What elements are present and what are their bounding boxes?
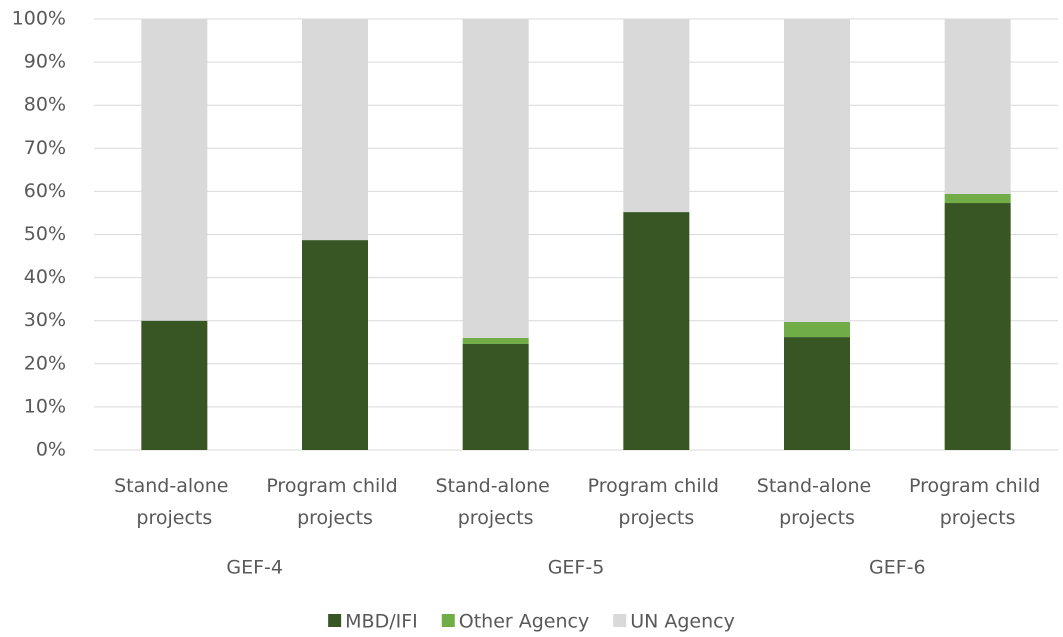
bar-segment: [462, 337, 529, 344]
x-tick-label: Program child projects: [909, 475, 1046, 529]
y-tick-label: 0%: [36, 439, 66, 461]
y-tick-label: 20%: [24, 352, 66, 374]
bar-segment: [623, 212, 690, 450]
y-tick-label: 90%: [24, 51, 66, 73]
bar-segment: [784, 321, 850, 338]
legend-swatch: [441, 614, 455, 627]
y-tick-label: 80%: [24, 94, 66, 116]
y-tick-label: 60%: [24, 180, 66, 202]
x-tick-label: Program child projects: [588, 475, 725, 529]
legend-swatch: [613, 614, 627, 627]
legend: MBD/IFI Other Agency UN Agency: [328, 611, 735, 633]
group-label: GEF-6: [869, 557, 926, 579]
x-tick-label: Stand-alone projects: [435, 475, 555, 529]
bar-segment: [462, 19, 529, 338]
legend-label: Other Agency: [459, 611, 589, 633]
y-tick-label: 50%: [24, 223, 66, 245]
y-tick-label: 10%: [24, 395, 66, 417]
x-tick-label: Program child projects: [266, 475, 403, 529]
bar-segment: [141, 320, 208, 450]
bar-segment: [944, 19, 1011, 194]
bar-segment: [302, 19, 368, 241]
group-label: GEF-4: [226, 557, 283, 579]
y-tick-label: 70%: [24, 137, 66, 159]
y-tick-label: 100%: [12, 8, 66, 30]
legend-label: UN Agency: [630, 611, 735, 633]
x-tick-label: Stand-alone projects: [757, 475, 877, 529]
bar-segment: [141, 19, 208, 321]
legend-label: MBD/IFI: [345, 611, 418, 633]
bar-segment: [623, 19, 690, 213]
bar-segment: [944, 193, 1011, 204]
bar-segment: [784, 19, 850, 322]
bar-segment: [462, 343, 529, 450]
bar-segment: [784, 337, 850, 450]
y-tick-label: 40%: [24, 266, 66, 288]
x-tick-label: Stand-alone projects: [114, 475, 234, 529]
group-label: GEF-5: [548, 557, 605, 579]
legend-swatch: [328, 614, 342, 627]
y-tick-label: 30%: [24, 309, 66, 331]
bar-segment: [302, 240, 368, 450]
bar-segment: [944, 203, 1011, 450]
